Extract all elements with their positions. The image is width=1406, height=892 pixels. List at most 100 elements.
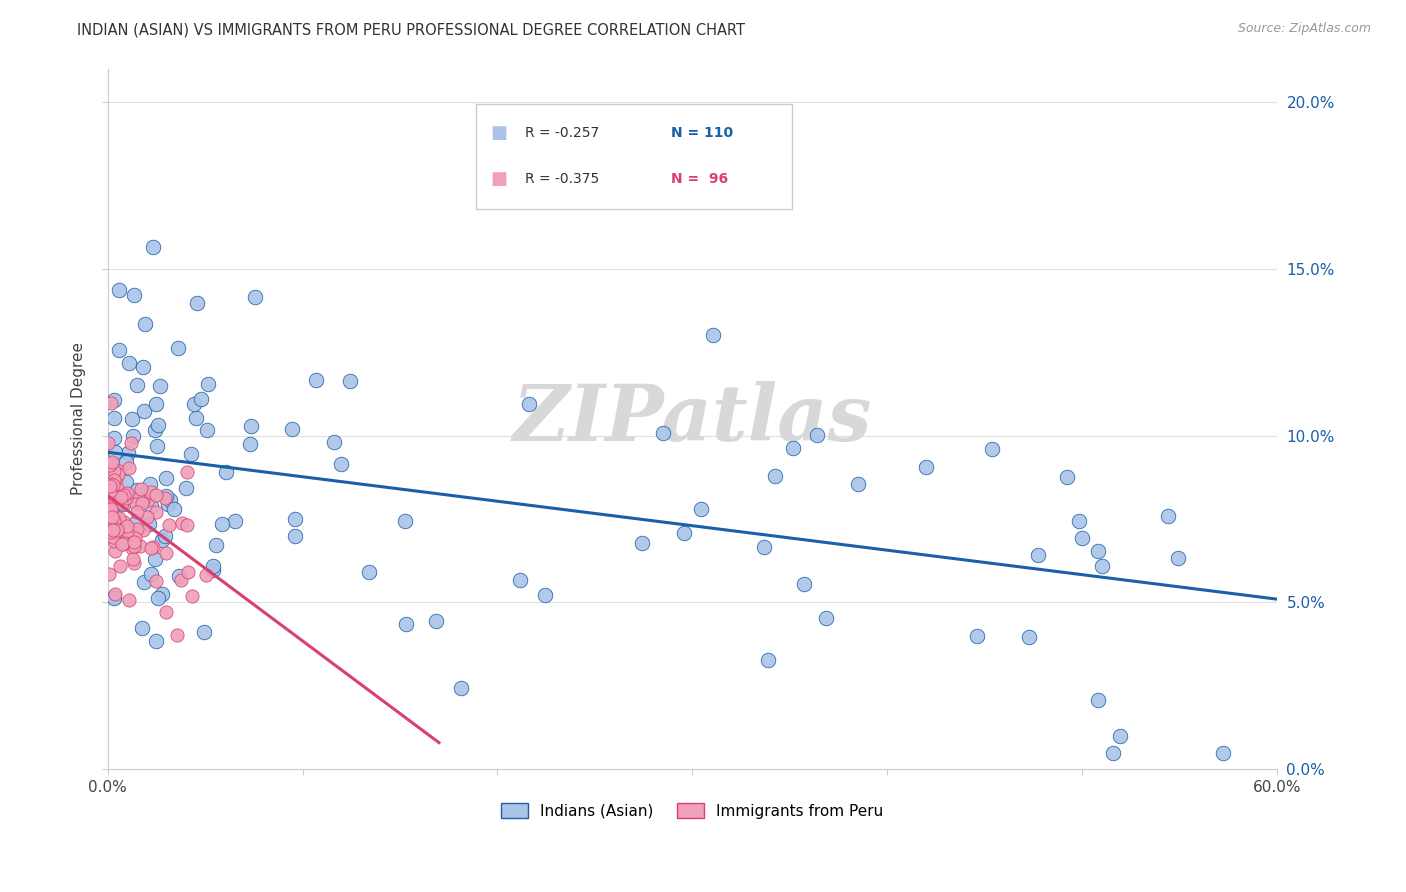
Point (117, 446, 139, 460)
Point (98, 524, 121, 539)
Point (139, 499, 162, 513)
Point (1091, 558, 1114, 573)
Point (142, 540, 165, 554)
Point (107, 343, 129, 357)
Point (631, 536, 654, 550)
Point (752, 540, 775, 554)
Point (136, 510, 159, 524)
Point (128, 539, 150, 553)
Point (108, 284, 131, 298)
Point (104, 445, 127, 459)
Point (107, 467, 129, 481)
Point (122, 535, 145, 549)
Point (101, 478, 124, 492)
Point (240, 418, 263, 433)
Point (105, 491, 128, 505)
Point (98, 479, 121, 493)
Point (132, 359, 155, 374)
Point (127, 492, 149, 507)
Point (194, 567, 217, 582)
Point (155, 546, 177, 560)
Point (205, 538, 228, 552)
Point (103, 534, 125, 549)
Point (103, 473, 125, 487)
Point (966, 630, 988, 644)
Point (112, 488, 135, 502)
Point (100, 477, 122, 491)
Point (104, 524, 127, 539)
Point (172, 516, 194, 530)
Point (121, 541, 143, 555)
Point (138, 493, 160, 508)
Point (782, 441, 804, 455)
Point (115, 491, 138, 505)
Point (105, 472, 128, 486)
Point (176, 517, 198, 532)
Point (186, 411, 208, 425)
Point (124, 556, 146, 570)
Point (111, 537, 134, 551)
Point (143, 552, 166, 566)
Point (394, 515, 416, 529)
Text: Source: ZipAtlas.com: Source: ZipAtlas.com (1237, 22, 1371, 36)
Point (166, 341, 188, 355)
Point (155, 470, 177, 484)
Point (166, 628, 188, 642)
Point (97, 520, 120, 534)
Point (112, 536, 135, 550)
Point (180, 448, 202, 462)
Point (103, 464, 125, 478)
Point (176, 565, 198, 579)
Point (98, 509, 121, 524)
Point (425, 614, 447, 628)
Point (157, 518, 180, 533)
Point (127, 483, 149, 497)
Point (284, 529, 307, 543)
Point (97, 458, 120, 473)
Point (107, 522, 129, 536)
Point (517, 397, 540, 411)
Point (339, 374, 361, 388)
Point (180, 589, 202, 603)
Point (115, 486, 138, 500)
Point (148, 417, 170, 432)
Point (155, 529, 177, 543)
Point (100, 502, 122, 516)
Point (534, 588, 557, 602)
Point (673, 525, 696, 540)
Point (224, 514, 246, 528)
Point (112, 536, 135, 550)
Point (150, 587, 173, 601)
Point (125, 378, 148, 392)
Text: ■: ■ (491, 170, 508, 188)
Point (138, 516, 160, 531)
Point (155, 605, 177, 619)
Point (118, 356, 141, 370)
Point (112, 515, 135, 529)
Point (122, 288, 145, 302)
Point (103, 510, 125, 524)
Point (202, 563, 225, 577)
Point (211, 517, 233, 532)
Point (141, 541, 163, 556)
Point (100, 517, 122, 532)
Point (1056, 470, 1078, 484)
Point (145, 574, 167, 589)
Point (115, 475, 138, 489)
Point (330, 458, 353, 472)
Point (118, 592, 141, 607)
Point (103, 411, 125, 425)
Point (1109, 729, 1132, 743)
Point (101, 530, 124, 544)
Point (103, 431, 125, 445)
Point (202, 558, 225, 573)
Point (98, 516, 121, 530)
Text: N =  96: N = 96 (671, 172, 728, 186)
Point (100, 484, 122, 499)
Point (190, 392, 212, 406)
Point (145, 488, 167, 502)
Point (281, 422, 304, 436)
Point (450, 681, 472, 696)
Point (124, 539, 146, 553)
Point (112, 497, 135, 511)
